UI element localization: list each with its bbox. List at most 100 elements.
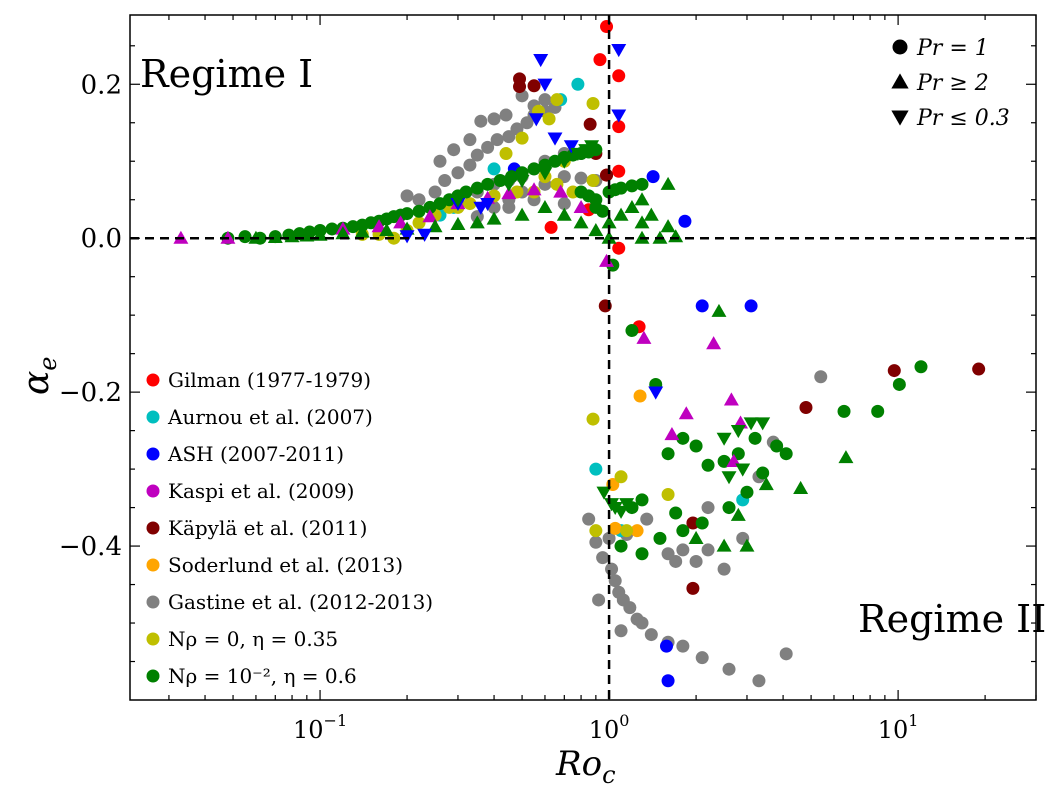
data-point xyxy=(630,524,644,538)
data-point xyxy=(527,162,541,176)
data-point xyxy=(499,147,513,161)
data-point xyxy=(653,531,667,545)
data-point xyxy=(686,581,700,595)
data-point xyxy=(661,488,675,501)
data-point xyxy=(644,628,658,642)
y-axis-title: αe xyxy=(16,356,62,395)
data-point xyxy=(433,154,447,168)
data-point xyxy=(596,204,610,218)
data-point xyxy=(428,185,442,199)
data-point xyxy=(635,493,649,507)
data-point xyxy=(770,439,784,453)
data-point xyxy=(586,97,600,111)
data-point xyxy=(614,624,628,638)
data-point xyxy=(608,574,622,588)
data-point xyxy=(814,370,828,384)
data-point xyxy=(589,535,603,549)
data-point xyxy=(756,466,770,480)
data-point-triangle-up xyxy=(636,330,652,344)
data-point-triangle-down xyxy=(563,140,579,154)
series-legend-symbol xyxy=(146,632,160,646)
plot-frame xyxy=(129,14,1037,701)
data-point-triangle-up xyxy=(556,207,572,221)
data-point-triangle-down xyxy=(755,417,771,431)
data-point xyxy=(571,77,585,91)
data-point-triangle-up xyxy=(553,184,569,198)
series-legend-label: Soderlund et al. (2013) xyxy=(168,553,403,577)
data-point-triangle-up xyxy=(514,207,530,221)
data-point-triangle-down xyxy=(613,505,629,519)
y-tick-label: 0.0 xyxy=(81,224,122,254)
data-point xyxy=(487,162,501,176)
data-point xyxy=(470,148,484,162)
data-point xyxy=(635,616,649,630)
data-point xyxy=(582,512,596,526)
data-point xyxy=(586,173,600,187)
data-point xyxy=(625,179,639,193)
data-point xyxy=(612,164,626,178)
data-point xyxy=(676,524,690,538)
data-point xyxy=(633,389,647,403)
data-point-triangle-down xyxy=(399,230,415,244)
data-point-triangle-up xyxy=(573,215,589,229)
data-point xyxy=(695,651,709,665)
data-point xyxy=(438,173,452,187)
data-point xyxy=(600,20,614,34)
data-point xyxy=(623,601,637,615)
data-point xyxy=(544,220,558,234)
data-point xyxy=(592,593,606,607)
data-point xyxy=(676,431,690,445)
data-point-triangle-up xyxy=(379,223,395,237)
data-point xyxy=(557,197,571,211)
data-point xyxy=(669,506,683,520)
data-point-triangle-down xyxy=(547,132,563,146)
marker-legend: Pr = 1 Pr ≥ 2 Pr ≤ 0.3 xyxy=(891,36,1010,131)
series-legend-label: Käpylä et al. (2011) xyxy=(168,516,367,540)
data-point-triangle-up xyxy=(730,507,746,521)
data-point xyxy=(596,551,610,565)
data-points-layer xyxy=(173,20,986,688)
data-point-triangle-down xyxy=(417,228,433,242)
data-point xyxy=(481,140,495,154)
marker-legend-label: Pr ≤ 0.3 xyxy=(916,106,1010,131)
data-point xyxy=(451,166,465,180)
data-point-triangle-down xyxy=(743,417,759,431)
data-point xyxy=(463,158,477,172)
data-point xyxy=(661,447,675,461)
data-point xyxy=(600,168,614,182)
data-point xyxy=(779,447,793,461)
data-point xyxy=(887,364,901,378)
tick-labels: 10−1 100 101 0.2 0.0 −0.2 −0.4 xyxy=(59,15,1037,744)
series-legend-symbol xyxy=(146,558,160,572)
marker-legend-label: Pr = 1 xyxy=(916,36,989,61)
data-point-triangle-up xyxy=(706,336,722,350)
data-point-triangle-up xyxy=(758,477,774,491)
data-point-triangle-up xyxy=(335,226,351,240)
data-point xyxy=(423,200,437,214)
data-point xyxy=(463,197,477,211)
data-point-triangle-down xyxy=(570,147,586,162)
data-point xyxy=(689,439,703,453)
data-point xyxy=(463,133,477,147)
series-legend-label: Gastine et al. (2012-2013) xyxy=(168,590,433,614)
data-point xyxy=(474,114,488,128)
data-point xyxy=(722,662,736,676)
data-point xyxy=(717,454,731,468)
data-point xyxy=(487,112,501,126)
data-point-triangle-down xyxy=(556,155,572,169)
data-point-triangle-up xyxy=(573,199,589,214)
data-point xyxy=(614,181,628,195)
data-point-triangle-down xyxy=(721,471,737,485)
series-legend-label: Aurnou et al. (2007) xyxy=(167,405,373,429)
marker-legend-symbol xyxy=(891,110,909,126)
data-point xyxy=(676,543,690,557)
data-point xyxy=(620,524,634,538)
data-point xyxy=(892,377,906,391)
data-point xyxy=(689,554,703,568)
data-point xyxy=(574,171,588,185)
axes xyxy=(129,14,1037,701)
y-tick-label: −0.2 xyxy=(59,378,122,408)
data-point-triangle-up xyxy=(664,426,680,441)
data-point-triangle-up xyxy=(501,186,517,200)
data-point xyxy=(481,177,495,191)
